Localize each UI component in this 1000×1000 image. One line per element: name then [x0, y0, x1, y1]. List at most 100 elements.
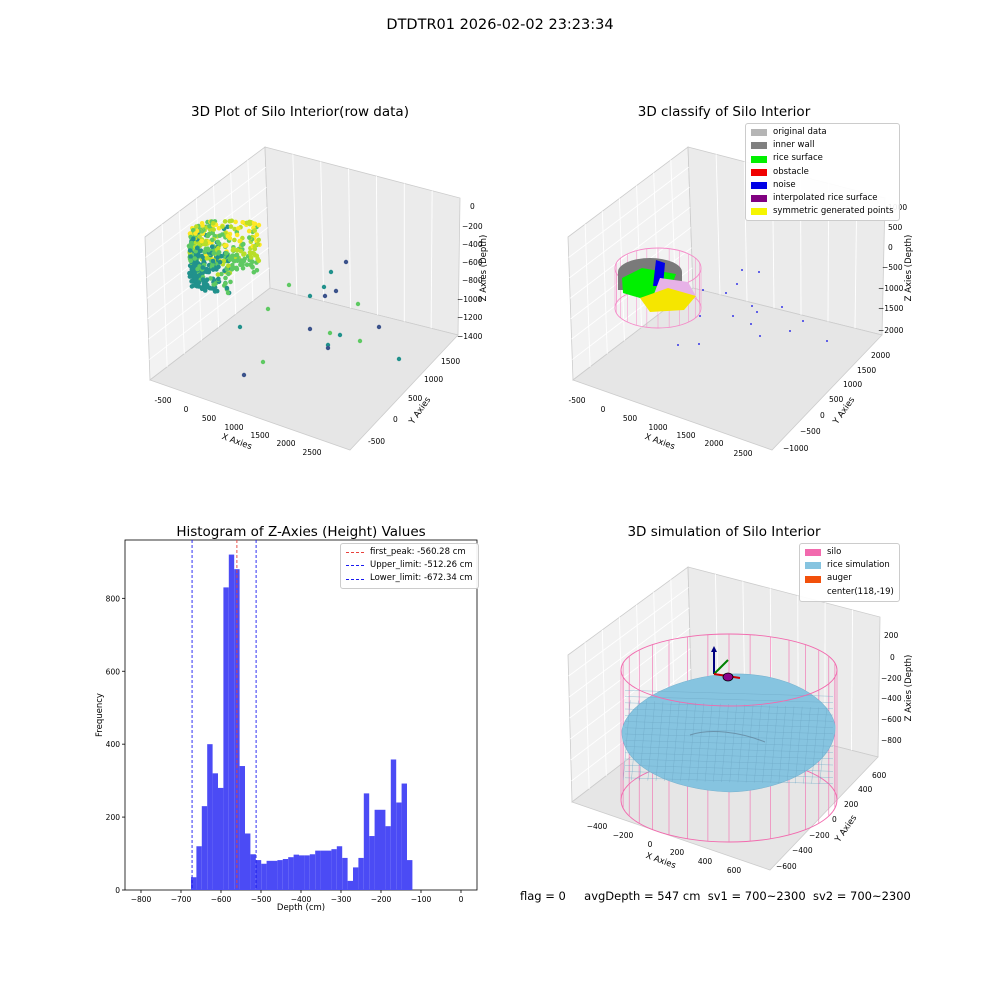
- data-point: [328, 269, 334, 275]
- data-point: [196, 253, 201, 258]
- panel4-legend: silo rice simulation auger center(118,-1…: [799, 543, 900, 602]
- data-point: [250, 259, 255, 265]
- data-point: [204, 277, 210, 283]
- data-point: [211, 221, 216, 226]
- data-point: [189, 279, 194, 284]
- data-point: [197, 234, 202, 239]
- data-point: [220, 224, 225, 229]
- panel4-auger: [711, 646, 741, 682]
- panel4-ztick: −600: [881, 715, 902, 724]
- x-tick-label: −200: [371, 895, 392, 904]
- histogram-bar: [239, 766, 245, 890]
- data-point: [204, 256, 210, 261]
- histogram-bar: [201, 806, 208, 890]
- panel1-x-ticks: -500 0 500 1000 1500 2000 2500: [154, 396, 321, 457]
- histogram-bar: [396, 802, 402, 890]
- panel4-ytick: 0: [832, 815, 837, 824]
- histogram-bar: [212, 773, 218, 890]
- panel1-ytick: -500: [368, 437, 385, 446]
- data-point: [203, 285, 208, 291]
- data-point: [207, 285, 213, 291]
- data-point: [219, 253, 224, 259]
- histogram-bar: [266, 860, 272, 890]
- data-point: [242, 251, 247, 256]
- data-point: [758, 271, 760, 273]
- data-point: [226, 271, 231, 277]
- panel4-ztick: −400: [881, 694, 902, 703]
- legend-entry: noise: [751, 179, 894, 192]
- panel1-ytick: 1500: [441, 357, 460, 366]
- panel1-xtick: 2000: [276, 439, 295, 448]
- panel2-noise-points: [677, 269, 828, 346]
- legend-entry: silo: [805, 546, 894, 559]
- x-tick-label: −100: [411, 895, 432, 904]
- histogram-bar: [326, 850, 332, 891]
- data-point: [321, 284, 327, 290]
- histogram-bar: [363, 793, 370, 890]
- histogram-bar: [342, 857, 348, 890]
- data-point: [322, 293, 328, 299]
- data-point: [203, 240, 209, 246]
- panel4-xtick: 0: [648, 840, 653, 849]
- histogram-bar: [407, 860, 413, 890]
- data-point: [240, 220, 245, 225]
- data-point: [741, 269, 743, 271]
- panel2-xtick: -500: [568, 396, 585, 405]
- data-point: [325, 345, 331, 351]
- panel2-zlabel: Z Axies (Depth): [904, 235, 914, 302]
- data-point: [216, 250, 222, 255]
- histogram-bar: [320, 850, 326, 891]
- panel1-ztick: −400: [462, 240, 483, 249]
- data-point: [802, 320, 804, 322]
- histogram-bar: [336, 846, 343, 890]
- histogram-bar: [369, 836, 375, 890]
- panel2-ytick: 1000: [843, 380, 862, 389]
- data-point: [199, 238, 204, 244]
- data-point: [209, 237, 215, 243]
- panel2-x-ticks: -500 0 500 1000 1500 2000 2500: [568, 396, 752, 458]
- panel1-zlabel: Z Axies (Depth): [479, 235, 489, 302]
- data-point: [234, 232, 240, 238]
- data-point: [343, 259, 349, 265]
- data-point: [223, 251, 229, 256]
- histogram-bar: [223, 587, 229, 890]
- data-point: [220, 232, 225, 237]
- data-point: [244, 262, 250, 268]
- data-point: [242, 256, 247, 262]
- legend-entry: Lower_limit: -672.34 cm: [346, 572, 473, 585]
- legend-swatch: [805, 562, 821, 570]
- histogram-bar: [309, 854, 316, 890]
- panel1-xtick: -500: [154, 396, 171, 405]
- legend-entry: original data: [751, 126, 894, 139]
- y-tick-label: 0: [115, 886, 120, 895]
- x-tick-label: −800: [131, 895, 152, 904]
- data-point: [240, 265, 246, 271]
- panel3-x-ticks: −800 −700 −600 −500 −400 −300 −200 −100 0: [131, 890, 464, 904]
- histogram-bar: [293, 854, 299, 890]
- status-avg-depth: avgDepth = 547 cm: [584, 889, 701, 903]
- data-point: [231, 265, 236, 271]
- data-point: [396, 356, 402, 362]
- data-point: [191, 236, 196, 241]
- legend-swatch: [751, 208, 767, 216]
- panel4-xtick: −200: [613, 831, 634, 840]
- panel1-title: 3D Plot of Silo Interior(row data): [191, 104, 409, 120]
- panel2-title: 3D classify of Silo Interior: [637, 104, 811, 120]
- panel1-ytick: 1000: [424, 375, 443, 384]
- panel1-ztick: −600: [462, 258, 483, 267]
- panel2-xtick: 500: [623, 414, 638, 423]
- status-sv1: sv1 = 700~2300: [707, 889, 806, 903]
- legend-swatch: [751, 155, 767, 163]
- histogram-bar: [353, 867, 359, 890]
- data-point: [789, 330, 791, 332]
- figure-suptitle: DTDTR01 2026-02-02 23:23:34: [386, 17, 614, 33]
- panel1-box: [144, 146, 461, 451]
- data-point: [732, 315, 734, 317]
- data-point: [205, 246, 211, 251]
- histogram-bar: [250, 854, 256, 890]
- panel1-z-ticks: 0 −200 −400 −600 −800 −1000 −1200 −1400: [457, 202, 483, 341]
- data-point: [188, 254, 193, 259]
- legend-swatch: [805, 549, 821, 557]
- histogram-bar: [288, 857, 294, 890]
